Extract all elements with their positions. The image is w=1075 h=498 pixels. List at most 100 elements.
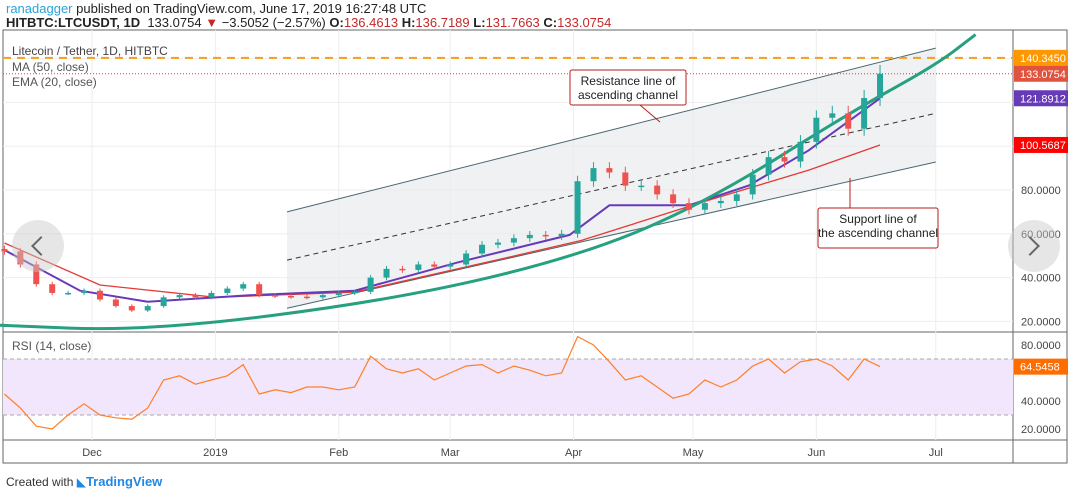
chevron-right-icon [1020,236,1040,256]
price-badge-text: 100.5687 [1020,140,1066,152]
symbol: HITBTC:LTCUSDT, 1D [6,15,141,30]
price-badge [1014,65,1068,82]
scroll-right-button[interactable] [1008,220,1060,272]
rsi-tick-label: 80.0000 [1021,340,1061,352]
candle [81,290,88,293]
legend-rsi[interactable]: RSI (14, close) [12,339,92,353]
candle [717,200,724,204]
candle [112,299,119,307]
candle [256,284,263,296]
legend-ma[interactable]: MA (50, close) [12,60,89,74]
price-badge-text: 140.3450 [1020,53,1066,65]
candle [813,117,820,142]
x-tick-label: Dec [82,447,102,459]
candle [701,203,708,210]
candle [383,268,390,278]
candle [526,234,533,239]
x-tick-label: 2019 [203,447,227,459]
support-annotation-box [817,207,939,249]
candle [638,185,645,188]
resistance-annotation-text: Resistance line of [581,74,676,88]
resistance-annotation-box [569,69,687,106]
ma50-line [4,144,881,298]
chart-frame [2,29,1068,464]
price-badge [1014,136,1068,153]
open-label: O: [329,15,344,30]
rsi-band-fill [3,359,1013,415]
high-label: H: [401,15,416,30]
candle [845,113,852,129]
price-badge [1014,90,1068,107]
x-tick-label: Feb [329,447,348,459]
candle [797,141,804,162]
rsi-badge-text: 64.5458 [1020,362,1060,374]
legend-ema[interactable]: EMA (20, close) [12,75,97,89]
candle [542,234,549,237]
close-value: 133.0754 [557,15,612,30]
y-tick-label: 20.0000 [1021,316,1061,328]
price-badge [1014,49,1068,66]
x-tick-label: Jul [929,447,943,459]
last-price: 133.0754 [147,15,202,30]
support-annotation-text: the ascending channel [818,226,938,240]
candle [33,264,40,285]
candle [272,295,279,297]
publish-info: ranadagger published on TradingView.com,… [6,1,426,16]
x-tick-label: May [683,447,704,459]
candle [590,168,597,182]
candle [606,168,613,173]
scroll-left-button[interactable] [12,220,64,272]
author-link[interactable]: ranadagger [6,1,73,16]
price-badge-text: 121.8912 [1020,93,1066,105]
candle [65,292,72,295]
y-tick-label: 60.0000 [1021,229,1061,241]
candle [96,290,103,300]
candle [447,264,454,267]
candle [431,264,438,267]
candle [622,172,629,186]
x-tick-label: Apr [565,447,582,459]
candle [558,233,565,236]
rsi-tick-label: 40.0000 [1021,396,1061,408]
created-with: Created with [6,475,74,489]
candle [494,242,501,245]
rsi-badge [1014,358,1068,375]
candle [749,174,756,195]
candle [733,194,740,201]
low-label: L: [473,15,486,30]
candle [479,244,486,254]
x-tick-label: Mar [441,447,460,459]
candle [877,73,884,99]
candle [128,306,135,311]
candle [686,203,692,210]
candle [335,292,342,296]
y-tick-label: 40.0000 [1021,273,1061,285]
rsi-line [4,335,881,430]
rsi-tick-label: 20.0000 [1021,424,1061,436]
candle [1,249,8,252]
candle [224,288,231,293]
candle [829,113,836,118]
candle [144,306,151,311]
candle [208,292,215,298]
candle [17,251,24,265]
low-value: 131.7663 [485,15,540,30]
support-line [286,161,936,309]
candle [367,277,374,292]
candle [160,297,167,307]
tradingview-brand[interactable]: TradingView [85,474,163,489]
candle [351,291,358,294]
channel-midline [286,112,936,261]
support-annotation-text: Support line of [839,212,917,226]
candle [510,238,517,243]
x-tick-label: Jun [807,447,825,459]
candle [654,185,661,195]
candle [765,157,772,175]
price-badge-text: 133.0754 [1020,69,1066,81]
candle [319,295,326,298]
change: −3.5052 (−2.57%) [221,15,326,30]
ema20-line [3,97,881,303]
candle [303,296,310,299]
chevron-left-icon [31,236,51,256]
